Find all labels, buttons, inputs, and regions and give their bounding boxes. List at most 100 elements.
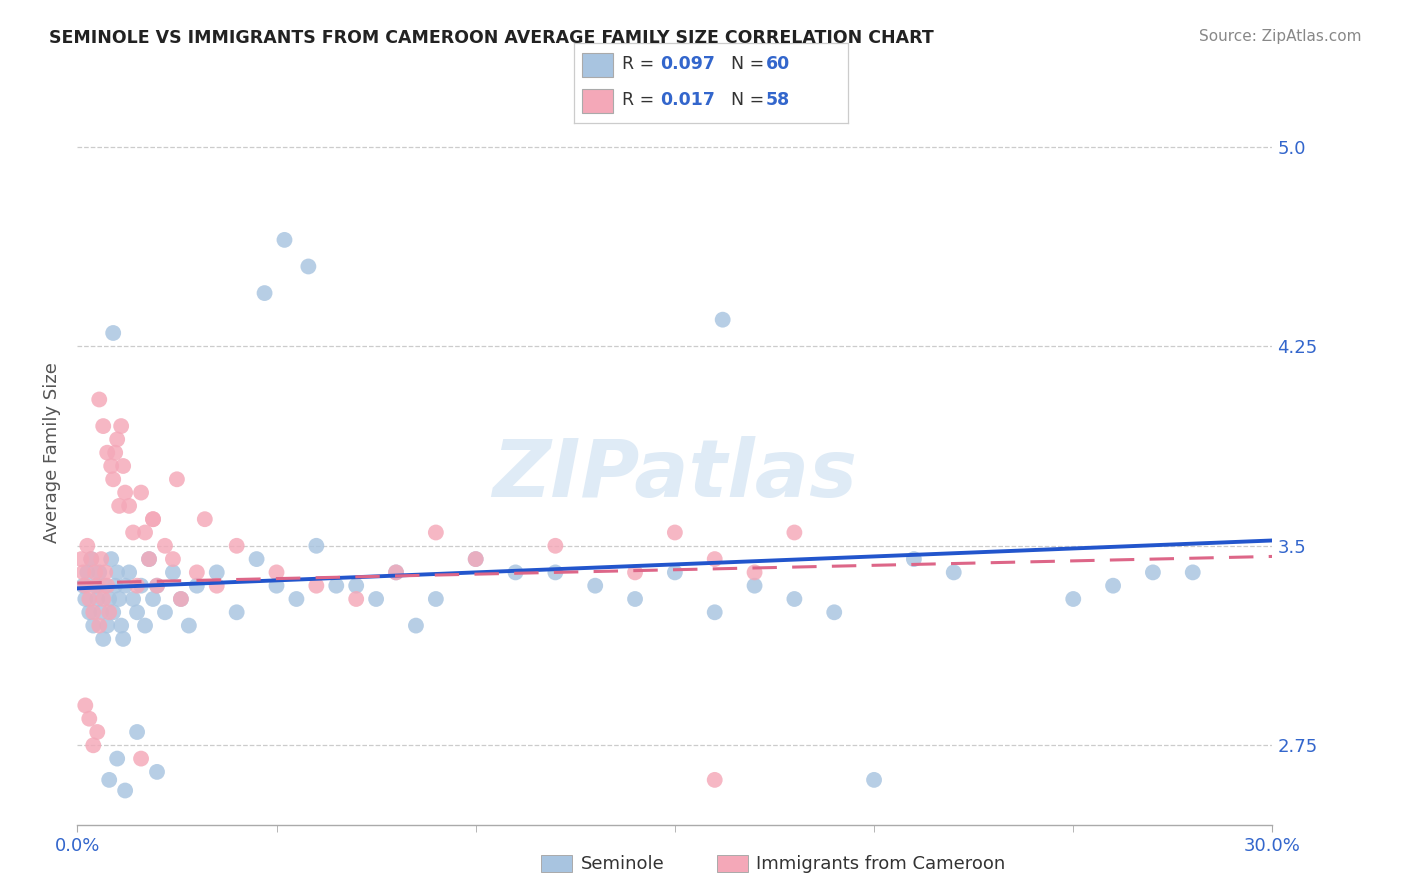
Point: [142, 512, 165, 526]
Point: [112, 632, 135, 646]
Point: [823, 605, 845, 619]
Point: [624, 566, 647, 580]
Point: [138, 552, 160, 566]
Point: [253, 286, 276, 301]
Point: [100, 552, 122, 566]
Point: [344, 579, 367, 593]
Point: [127, 605, 149, 619]
Point: [385, 566, 408, 580]
Point: [96, 579, 118, 593]
Point: [544, 566, 567, 580]
Text: N =: N =: [731, 91, 770, 109]
Point: [205, 566, 228, 580]
Point: [86, 579, 108, 593]
Point: [70, 552, 93, 566]
Point: [205, 579, 228, 593]
Point: [344, 592, 367, 607]
Point: [104, 446, 127, 460]
Point: [186, 566, 208, 580]
Point: [98, 772, 121, 787]
Point: [129, 579, 152, 593]
Point: [246, 552, 269, 566]
Point: [166, 472, 188, 486]
Point: [103, 326, 124, 340]
Text: ZIPatlas: ZIPatlas: [492, 436, 858, 514]
Point: [94, 579, 117, 593]
Text: R =: R =: [621, 91, 659, 109]
Y-axis label: Average Family Size: Average Family Size: [42, 362, 60, 543]
Text: R =: R =: [621, 55, 659, 73]
Point: [89, 566, 111, 580]
Point: [153, 605, 176, 619]
Point: [96, 618, 118, 632]
Point: [134, 525, 156, 540]
Point: [142, 512, 165, 526]
Point: [110, 618, 132, 632]
FancyBboxPatch shape: [582, 54, 613, 78]
Point: [112, 458, 135, 473]
Point: [84, 579, 107, 593]
Point: [744, 579, 766, 593]
Point: [118, 499, 141, 513]
Point: [76, 539, 98, 553]
Point: [162, 566, 184, 580]
Point: [90, 605, 112, 619]
Point: [1062, 592, 1084, 607]
Point: [146, 764, 169, 779]
Point: [114, 579, 136, 593]
Point: [129, 485, 152, 500]
Point: [75, 592, 97, 607]
Point: [664, 566, 686, 580]
Point: [80, 552, 103, 566]
Point: [903, 552, 925, 566]
Point: [285, 592, 308, 607]
Point: [138, 552, 160, 566]
Point: [297, 260, 319, 274]
Point: [464, 552, 486, 566]
Text: Source: ZipAtlas.com: Source: ZipAtlas.com: [1198, 29, 1361, 44]
Point: [225, 605, 247, 619]
Point: [703, 772, 725, 787]
Point: [703, 605, 725, 619]
Point: [1181, 566, 1204, 580]
Point: [863, 772, 886, 787]
Point: [366, 592, 388, 607]
Point: [305, 579, 328, 593]
Point: [89, 618, 111, 632]
Point: [153, 539, 176, 553]
Point: [129, 751, 152, 765]
Point: [425, 592, 447, 607]
Point: [783, 525, 806, 540]
Text: Seminole: Seminole: [581, 855, 665, 873]
Point: [942, 566, 965, 580]
Point: [103, 605, 124, 619]
Point: [98, 605, 121, 619]
Point: [1142, 566, 1164, 580]
Point: [1102, 579, 1125, 593]
Point: [72, 566, 94, 580]
Point: [76, 566, 98, 580]
Text: 0.017: 0.017: [659, 91, 714, 109]
Point: [103, 472, 124, 486]
Point: [583, 579, 606, 593]
Point: [118, 566, 141, 580]
Point: [273, 233, 295, 247]
Point: [91, 592, 114, 607]
Point: [177, 618, 200, 632]
Point: [127, 725, 149, 739]
Point: [96, 446, 118, 460]
Point: [744, 566, 766, 580]
Point: [86, 592, 108, 607]
Point: [225, 539, 247, 553]
Point: [75, 579, 97, 593]
Point: [108, 499, 131, 513]
Point: [146, 579, 169, 593]
Point: [90, 552, 112, 566]
FancyBboxPatch shape: [582, 88, 613, 112]
Point: [105, 751, 128, 765]
Point: [91, 419, 114, 434]
Point: [624, 592, 647, 607]
Point: [134, 618, 156, 632]
Point: [114, 485, 136, 500]
Point: [266, 579, 288, 593]
